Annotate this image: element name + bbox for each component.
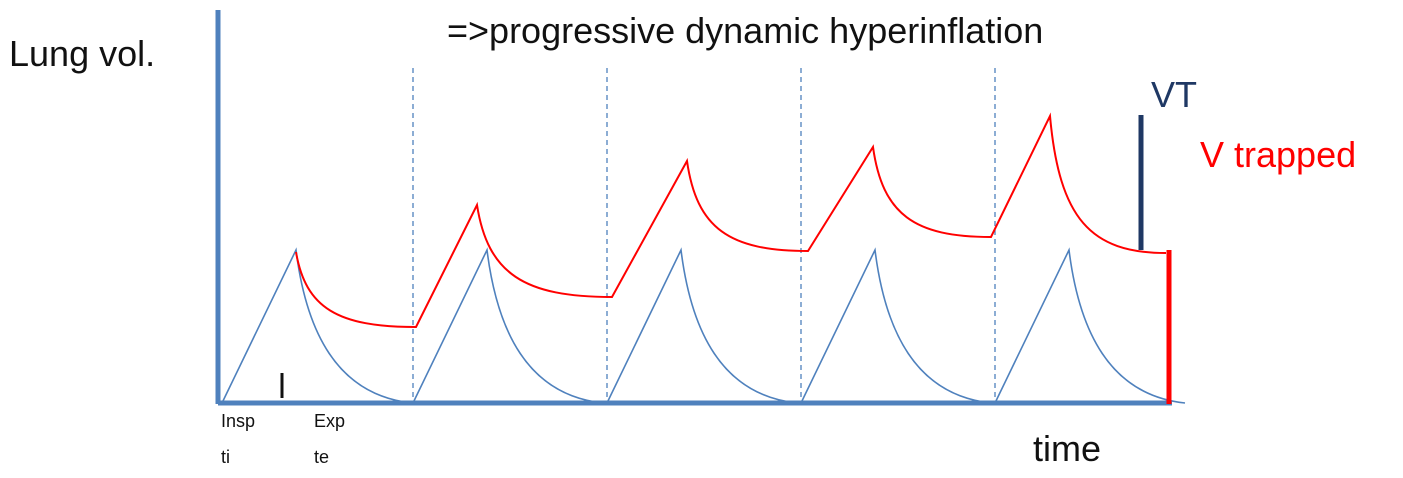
expiration-label-line2: te [314,447,330,467]
inspiration-label-line2: ti [221,447,230,467]
vt-label: VT [1151,74,1198,115]
tidal-breath-curves [221,247,1186,404]
y-axis-label: Lung vol. [9,33,156,74]
tidal-breath-curve [800,247,992,404]
expiration-label-line1: Exp [314,411,346,431]
tidal-breath-curve [994,247,1186,404]
diagram-title: =>progressive dynamic hyperinflation [447,10,1044,51]
trapped-volume-curve [295,112,1167,329]
tidal-breath-curve [412,247,604,404]
v-trapped-label: V trapped [1200,134,1357,175]
inspiration-label-line1: Insp [221,411,256,431]
breath-boundary-guides [412,68,996,403]
x-axis-label: time [1033,428,1102,469]
tidal-breath-curve [606,247,798,404]
